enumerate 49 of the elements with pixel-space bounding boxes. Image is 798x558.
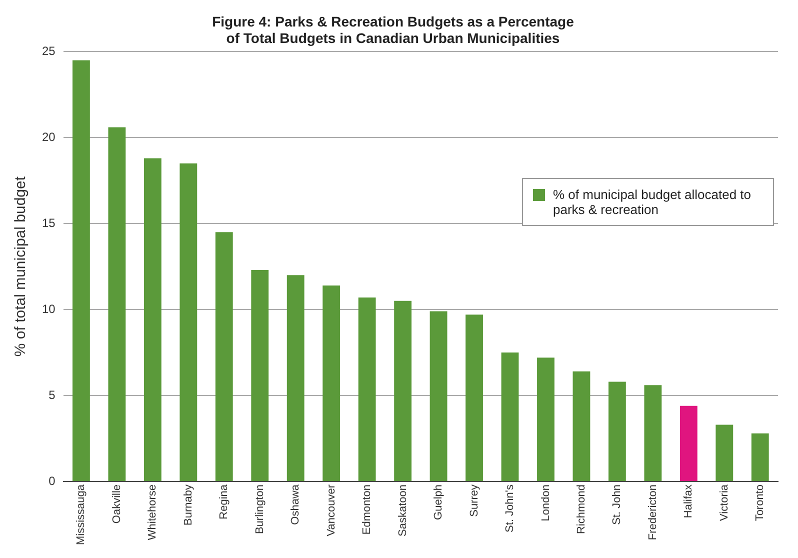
y-axis-title: % of total municipal budget — [12, 176, 30, 357]
x-tick-label: Oakville — [110, 484, 123, 524]
bar — [572, 371, 590, 481]
bar — [466, 314, 483, 481]
bar — [716, 424, 734, 481]
bar — [537, 358, 554, 481]
bar — [644, 385, 662, 481]
x-tick-label: Richmond — [576, 484, 588, 534]
bar — [501, 352, 519, 481]
x-tick-label: Halifax — [682, 484, 695, 518]
y-tick-label: 5 — [48, 388, 56, 402]
x-tick-label: Regina — [218, 484, 230, 520]
bar — [358, 297, 376, 481]
bar — [286, 275, 304, 481]
x-tick-label: Guelph — [432, 484, 445, 520]
x-tick-label: Burnaby — [182, 484, 194, 526]
legend-label: % of municipal budget allocated to parks & recreation — [553, 187, 752, 217]
y-tick-label: 10 — [42, 302, 56, 316]
x-tick-label: Vancouver — [325, 484, 338, 536]
bar — [751, 433, 769, 481]
y-tick-label: 20 — [42, 130, 56, 144]
bar — [608, 382, 626, 481]
x-tick-label: Burlington — [254, 484, 266, 534]
bar — [144, 158, 162, 481]
bar — [394, 300, 412, 481]
x-tick-label: Victoria — [718, 484, 730, 521]
y-tick-label: 25 — [42, 44, 56, 58]
y-tick-label: 0 — [48, 474, 56, 488]
bar — [680, 406, 698, 481]
x-tick-label: St. John — [611, 484, 624, 525]
bar — [251, 270, 269, 481]
x-tick-label: Edmonton — [361, 484, 374, 535]
bar — [180, 163, 198, 481]
x-tick-label: St. John's — [504, 484, 516, 532]
bar — [430, 311, 448, 481]
x-tick-label: Mississauga — [75, 484, 88, 546]
x-tick-label: Whitehorse — [146, 484, 159, 540]
x-tick-label: London — [540, 484, 552, 522]
chart-title: Figure 4: Parks & Recreation Budgets as a Percentage of Total Budgets in Canadian Urban Municipalities — [212, 13, 574, 46]
x-tick-label: Saskatoon — [396, 484, 409, 536]
bar — [72, 60, 90, 481]
bar — [215, 232, 233, 481]
x-tick-label: Oshawa — [290, 484, 302, 525]
x-tick-label: Surrey — [468, 484, 480, 517]
bar — [322, 285, 340, 481]
x-tick-label: Toronto — [754, 484, 766, 522]
y-tick-label: 15 — [42, 216, 56, 230]
bar — [108, 127, 126, 481]
x-tick-label: Fredericton — [646, 484, 659, 540]
